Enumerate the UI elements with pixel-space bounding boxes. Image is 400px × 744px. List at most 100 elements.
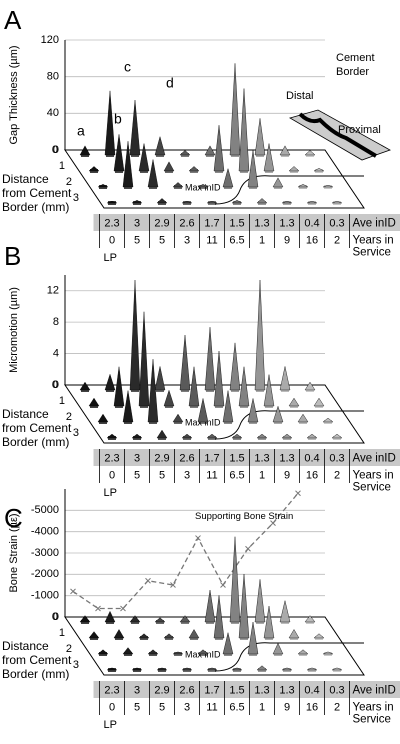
- cone: [256, 198, 268, 204]
- cone: [97, 184, 109, 188]
- cone: [222, 632, 234, 655]
- depth-label: from Cement: [2, 186, 72, 200]
- cone: [138, 633, 150, 639]
- cone-label: a: [77, 123, 85, 139]
- cone: [288, 397, 300, 407]
- table-cell: 1.5: [229, 217, 244, 229]
- cone: [179, 334, 191, 391]
- cone: [106, 200, 118, 204]
- cone: [138, 143, 150, 172]
- depth-tick-label: 1: [59, 160, 65, 172]
- table-cell: 2: [334, 469, 340, 481]
- cone: [304, 150, 316, 156]
- strain-marker: [195, 535, 201, 541]
- table-cell: 6.5: [229, 469, 244, 481]
- annotation: Max inID: [185, 182, 221, 192]
- cone: [131, 667, 143, 671]
- cone: [188, 629, 200, 639]
- cone: [197, 398, 209, 423]
- table-cell: 0.4: [304, 684, 319, 696]
- cone: [213, 125, 225, 172]
- strain-marker: [70, 588, 76, 595]
- cone: [331, 433, 343, 439]
- table-cell: 9: [284, 234, 290, 246]
- y-axis-label: Bone Strain (µε): [8, 513, 20, 592]
- table-cell: 1.5: [229, 684, 244, 696]
- table-cell: 5: [134, 234, 140, 246]
- first-column-label: LP: [104, 487, 117, 499]
- cone: [238, 366, 250, 407]
- panel-letter: C: [4, 503, 23, 533]
- cone: [204, 327, 216, 391]
- y-tick-label: 0: [53, 144, 59, 156]
- table-cell: 11: [206, 234, 217, 246]
- cone: [288, 166, 300, 172]
- cone: [154, 617, 166, 623]
- y-axis-label: Micromotion (µm): [8, 287, 20, 373]
- cone: [254, 579, 266, 623]
- table-cell: 3: [134, 452, 140, 464]
- annotation: Max inID: [185, 649, 221, 659]
- cone: [131, 433, 143, 439]
- y-tick-label: 8: [53, 316, 59, 328]
- y-axis-label: Gap Thickness (µm): [8, 45, 20, 144]
- strain-line: [72, 492, 299, 610]
- cone: [231, 433, 243, 439]
- cone: [88, 166, 100, 172]
- depth-label: Distance: [2, 172, 49, 186]
- cone: [313, 397, 325, 407]
- cone: [138, 311, 150, 407]
- cone: [129, 279, 141, 391]
- cone: [272, 642, 284, 655]
- table-cell: 2.6: [179, 217, 194, 229]
- cone: [313, 168, 325, 172]
- panel-letter: B: [4, 241, 21, 271]
- cone: [113, 366, 125, 407]
- cone: [272, 177, 284, 188]
- cone: [204, 589, 216, 623]
- cone: [104, 373, 116, 391]
- table-cell: 5: [134, 469, 140, 481]
- depth-tick-label: 3: [73, 659, 79, 671]
- cone: [313, 633, 325, 639]
- strain-marker: [295, 490, 301, 497]
- depth-tick-label: 2: [66, 411, 72, 423]
- table-cell: 1.7: [204, 452, 219, 464]
- strain-marker: [170, 582, 176, 588]
- table-cell: 5: [159, 701, 165, 713]
- table-cell: 3: [134, 217, 140, 229]
- table-cell: 3: [184, 469, 190, 481]
- depth-tick-label: 1: [59, 395, 65, 407]
- table-cell: 6.5: [229, 234, 244, 246]
- cone: [97, 413, 109, 423]
- cone: [172, 182, 184, 188]
- cone: [188, 366, 200, 407]
- cone: [147, 159, 159, 188]
- cone: [188, 166, 200, 172]
- table-cell: 2.6: [179, 452, 194, 464]
- table-cell: 2.9: [154, 684, 169, 696]
- cone: [213, 350, 225, 407]
- y-tick-label: -4000: [31, 526, 59, 538]
- cone: [181, 200, 193, 204]
- cone: [122, 390, 134, 423]
- cone: [256, 665, 268, 671]
- cone: [181, 667, 193, 671]
- cone: [197, 649, 209, 655]
- cone-label: b: [114, 111, 122, 127]
- table-cell: 2.3: [104, 684, 119, 696]
- table-cell: 0.4: [304, 452, 319, 464]
- table-row-label: Service: [353, 247, 391, 259]
- depth-label: Distance: [2, 407, 49, 421]
- cone: [106, 433, 118, 439]
- depth-tick-label: 3: [73, 192, 79, 204]
- cone: [263, 374, 275, 407]
- table-cell: 2.3: [104, 217, 119, 229]
- table-row-label: Years in: [353, 702, 394, 714]
- cone: [156, 429, 168, 439]
- first-column-label: LP: [104, 719, 117, 731]
- cone: [281, 433, 293, 439]
- depth-tick-label: 2: [66, 643, 72, 655]
- table-cell: 11: [206, 469, 217, 481]
- table-cell: 2.3: [104, 452, 119, 464]
